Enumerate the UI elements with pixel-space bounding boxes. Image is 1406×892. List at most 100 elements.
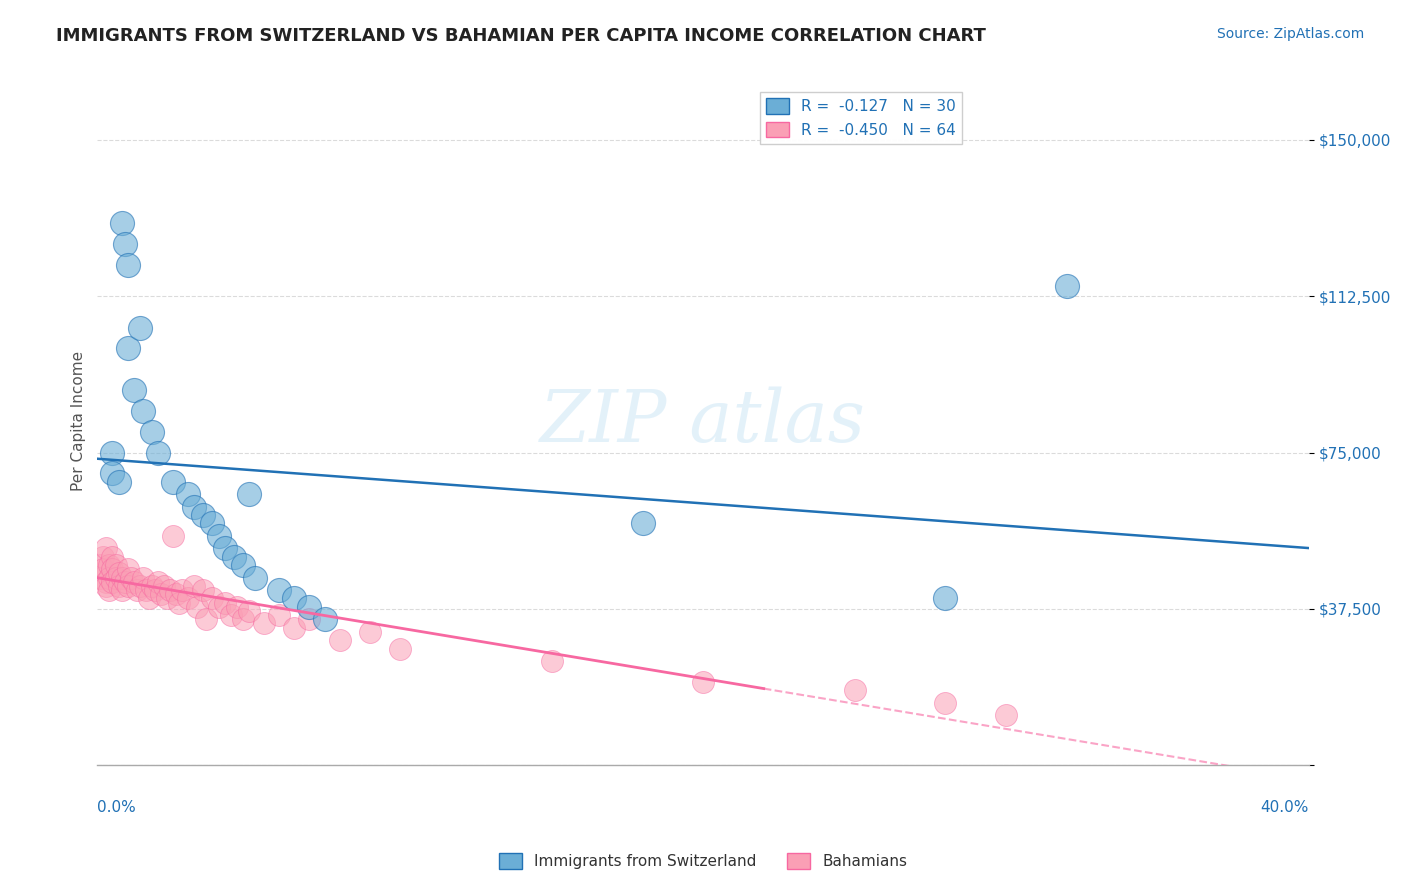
Point bbox=[162, 529, 184, 543]
Point bbox=[93, 562, 115, 576]
Point bbox=[692, 674, 714, 689]
Point bbox=[934, 591, 956, 606]
Point bbox=[283, 621, 305, 635]
Point bbox=[96, 574, 118, 589]
Point bbox=[89, 571, 111, 585]
Point bbox=[101, 445, 124, 459]
Point bbox=[114, 237, 136, 252]
Point bbox=[934, 696, 956, 710]
Point bbox=[128, 579, 150, 593]
Point bbox=[101, 574, 124, 589]
Point bbox=[101, 562, 124, 576]
Point bbox=[117, 579, 139, 593]
Point bbox=[107, 579, 129, 593]
Point bbox=[117, 342, 139, 356]
Point bbox=[631, 516, 654, 531]
Point bbox=[135, 583, 157, 598]
Point bbox=[162, 475, 184, 489]
Point bbox=[177, 591, 200, 606]
Point bbox=[238, 604, 260, 618]
Point bbox=[193, 508, 215, 522]
Point bbox=[156, 591, 179, 606]
Point bbox=[298, 612, 321, 626]
Point bbox=[540, 654, 562, 668]
Text: Source: ZipAtlas.com: Source: ZipAtlas.com bbox=[1216, 27, 1364, 41]
Point bbox=[146, 574, 169, 589]
Point bbox=[101, 549, 124, 564]
Point bbox=[98, 558, 121, 573]
Point bbox=[186, 599, 208, 614]
Point bbox=[201, 516, 224, 531]
Point bbox=[253, 616, 276, 631]
Point bbox=[214, 596, 236, 610]
Point bbox=[141, 425, 163, 439]
Point bbox=[89, 558, 111, 573]
Text: ZIP atlas: ZIP atlas bbox=[540, 386, 866, 457]
Point bbox=[844, 683, 866, 698]
Point bbox=[165, 587, 187, 601]
Y-axis label: Per Capita Income: Per Capita Income bbox=[72, 351, 86, 491]
Point bbox=[104, 571, 127, 585]
Point bbox=[243, 571, 266, 585]
Point bbox=[177, 487, 200, 501]
Legend: Immigrants from Switzerland, Bahamians: Immigrants from Switzerland, Bahamians bbox=[492, 847, 914, 875]
Point bbox=[98, 571, 121, 585]
Point bbox=[143, 583, 166, 598]
Point bbox=[314, 612, 336, 626]
Point bbox=[107, 475, 129, 489]
Point bbox=[122, 383, 145, 397]
Point bbox=[128, 320, 150, 334]
Point bbox=[153, 579, 176, 593]
Point bbox=[122, 574, 145, 589]
Point bbox=[101, 467, 124, 481]
Point bbox=[149, 587, 172, 601]
Point bbox=[125, 583, 148, 598]
Point bbox=[267, 583, 290, 598]
Point bbox=[93, 549, 115, 564]
Point bbox=[214, 541, 236, 556]
Point bbox=[110, 571, 132, 585]
Point bbox=[172, 583, 194, 598]
Legend: R =  -0.127   N = 30, R =  -0.450   N = 64: R = -0.127 N = 30, R = -0.450 N = 64 bbox=[759, 92, 962, 144]
Point bbox=[146, 445, 169, 459]
Point bbox=[329, 633, 352, 648]
Point bbox=[132, 404, 155, 418]
Point bbox=[98, 583, 121, 598]
Point bbox=[117, 258, 139, 272]
Point bbox=[183, 500, 205, 514]
Point bbox=[110, 583, 132, 598]
Point bbox=[389, 641, 412, 656]
Point bbox=[207, 599, 229, 614]
Text: 0.0%: 0.0% bbox=[97, 799, 136, 814]
Point bbox=[114, 574, 136, 589]
Point bbox=[96, 541, 118, 556]
Text: IMMIGRANTS FROM SWITZERLAND VS BAHAMIAN PER CAPITA INCOME CORRELATION CHART: IMMIGRANTS FROM SWITZERLAND VS BAHAMIAN … bbox=[56, 27, 986, 45]
Point bbox=[193, 583, 215, 598]
Point bbox=[107, 566, 129, 581]
Point bbox=[138, 591, 160, 606]
Point bbox=[159, 583, 181, 598]
Point bbox=[359, 624, 381, 639]
Point bbox=[267, 608, 290, 623]
Point bbox=[1056, 278, 1078, 293]
Point bbox=[183, 579, 205, 593]
Point bbox=[995, 708, 1018, 723]
Point bbox=[167, 596, 190, 610]
Point bbox=[110, 216, 132, 230]
Point bbox=[120, 571, 142, 585]
Point bbox=[298, 599, 321, 614]
Point bbox=[195, 612, 218, 626]
Point bbox=[141, 579, 163, 593]
Point bbox=[117, 562, 139, 576]
Point bbox=[238, 487, 260, 501]
Point bbox=[232, 612, 254, 626]
Point bbox=[132, 571, 155, 585]
Point bbox=[207, 529, 229, 543]
Point bbox=[225, 599, 247, 614]
Point bbox=[283, 591, 305, 606]
Point bbox=[219, 608, 242, 623]
Point bbox=[96, 579, 118, 593]
Point bbox=[104, 558, 127, 573]
Point bbox=[232, 558, 254, 573]
Text: 40.0%: 40.0% bbox=[1261, 799, 1309, 814]
